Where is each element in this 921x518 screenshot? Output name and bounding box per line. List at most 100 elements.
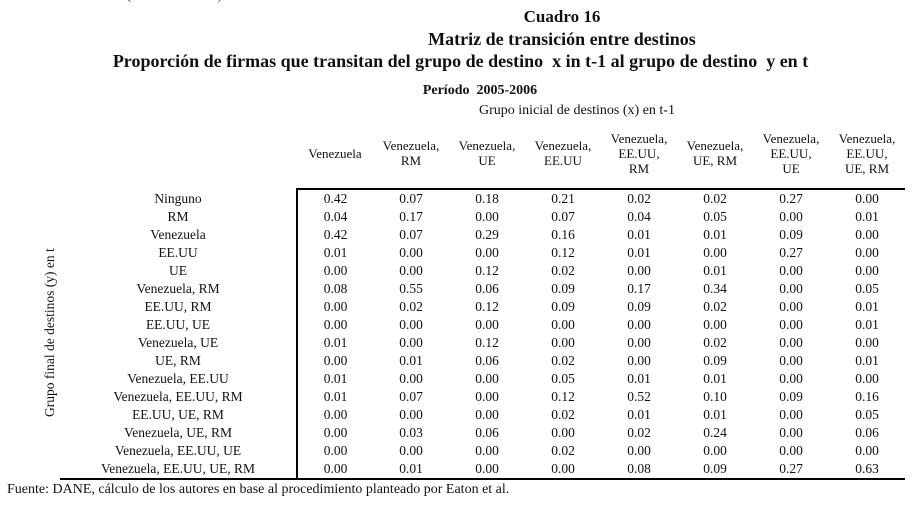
cell-value: 0.00 — [627, 317, 651, 332]
row-label: Venezuela, UE, RM — [124, 425, 232, 440]
cell-value: 0.01 — [703, 227, 727, 242]
cell-value: 0.07 — [373, 188, 449, 208]
table-row: Venezuela, RM 0.08 0.55 0.06 0.09 0.17 0.34 0.0… — [60, 280, 905, 298]
clipped-text-fragment: ( ) — [126, 0, 224, 4]
period-label: Período 2005-2006 — [422, 83, 538, 98]
cell-value: 0.63 — [829, 460, 905, 480]
cell-value: 0.01 — [296, 370, 373, 388]
cell-value: 0.55 — [399, 281, 423, 296]
column-header-line: UE — [478, 153, 496, 168]
cell-value: 0.00 — [399, 407, 423, 422]
cell-value: 0.00 — [399, 317, 423, 332]
cell-value: 0.09 — [551, 281, 575, 296]
table-row: Venezuela, EE.UU, RM 0.01 0.07 0.00 0.12 0.52… — [60, 388, 905, 406]
cell-value: 0.02 — [627, 425, 651, 440]
cell-value: 0.01 — [627, 227, 651, 242]
cell-value: 0.52 — [627, 389, 651, 404]
cell-value: 0.05 — [855, 407, 879, 422]
cell-value: 0.12 — [551, 389, 575, 404]
cell-value: 0.05 — [551, 371, 575, 386]
row-label: UE — [169, 263, 187, 278]
cell-value: 0.01 — [627, 245, 651, 260]
cell-value: 0.12 — [475, 335, 499, 350]
cell-value: 0.09 — [627, 299, 651, 314]
cell-value: 0.00 — [475, 407, 499, 422]
cell-value: 0.00 — [779, 443, 803, 458]
cell-value: 0.00 — [296, 460, 373, 480]
row-label: EE.UU, RM — [144, 299, 212, 314]
cell-value: 0.27 — [779, 245, 803, 260]
row-label: Venezuela, EE.UU, UE — [114, 443, 242, 458]
cell-value: 0.00 — [779, 407, 803, 422]
column-header-line: Venezuela, — [686, 138, 744, 153]
row-label: Venezuela, EE.UU, UE, RM — [60, 460, 297, 480]
column-header: Venezuela, EE.UU, RM — [601, 118, 677, 189]
table-row: Venezuela, EE.UU, UE 0.00 0.00 0.00 0.02 0.00… — [60, 442, 905, 460]
table-subtitle: Proporción de firmas que transitan del g… — [112, 51, 809, 71]
cell-value: 0.17 — [627, 281, 651, 296]
cell-value: 0.00 — [475, 389, 499, 404]
cell-value: 0.29 — [475, 227, 499, 242]
cell-value: 0.01 — [855, 209, 879, 224]
cell-value: 0.09 — [703, 353, 727, 368]
cell-value: 0.00 — [627, 335, 651, 350]
row-label: UE, RM — [155, 353, 201, 368]
column-header: Venezuela — [297, 118, 373, 189]
column-header-line: EE.UU, — [770, 145, 812, 161]
table-row: Venezuela 0.42 0.07 0.29 0.16 0.01 0.01 0.09 0.0… — [60, 226, 905, 244]
cell-value: 0.27 — [753, 188, 829, 208]
source-note: Fuente: DANE, cálculo de los autores en … — [7, 482, 510, 497]
row-label: EE.UU — [158, 245, 198, 260]
column-header-line: EE.UU — [544, 153, 582, 168]
cell-value: 0.00 — [475, 371, 499, 386]
cell-value: 0.00 — [703, 317, 727, 332]
table-row: UE, RM 0.00 0.01 0.06 0.02 0.00 0.09 0.00 0.01 — [60, 352, 905, 370]
cell-value: 0.42 — [296, 188, 373, 208]
cell-value: 0.09 — [677, 460, 753, 480]
cell-value: 0.04 — [627, 209, 651, 224]
cell-value: 0.03 — [399, 425, 423, 440]
cell-value: 0.01 — [373, 460, 449, 480]
table-row: Venezuela, EE.UU, UE, RM 0.00 0.01 0.00 0.00… — [60, 460, 905, 480]
row-label: RM — [167, 209, 189, 224]
table-body: Ninguno 0.42 0.07 0.18 0.21 0.02 0.02 0.27 0.00 R… — [60, 188, 905, 480]
cell-value: 0.00 — [296, 352, 373, 370]
cell-value: 0.34 — [703, 281, 727, 296]
table-row: Venezuela, EE.UU 0.01 0.00 0.00 0.05 0.01 0.01… — [60, 370, 905, 388]
row-label: EE.UU, UE, RM — [132, 407, 224, 422]
column-header-line: Venezuela, — [610, 130, 668, 146]
cell-value: 0.02 — [551, 263, 575, 278]
cell-value: 0.00 — [779, 371, 803, 386]
cell-value: 0.02 — [601, 188, 677, 208]
cell-value: 0.05 — [855, 281, 879, 296]
transition-matrix-table: Venezuela Venezuela, RM Venezuela, UE Venezue… — [60, 118, 905, 480]
cell-value: 0.06 — [475, 353, 499, 368]
cell-value: 0.00 — [779, 335, 803, 350]
table-row: EE.UU, UE 0.00 0.00 0.00 0.00 0.00 0.00 0.00 0.0… — [60, 316, 905, 334]
cell-value: 0.01 — [703, 371, 727, 386]
table-row: Venezuela, UE, RM 0.00 0.03 0.06 0.00 0.02 0.2… — [60, 424, 905, 442]
column-header: Venezuela, EE.UU, UE — [753, 118, 829, 189]
cell-value: 0.01 — [703, 263, 727, 278]
cell-value: 0.06 — [855, 425, 879, 440]
column-header-line: Venezuela, — [382, 138, 440, 153]
row-label: Venezuela, EE.UU — [127, 371, 229, 386]
column-header-line: RM — [628, 160, 650, 176]
column-header-line: Venezuela — [308, 145, 362, 161]
cell-value: 0.09 — [779, 389, 803, 404]
cell-value: 0.12 — [551, 245, 575, 260]
cell-value: 0.16 — [551, 227, 575, 242]
column-header: Venezuela, EE.UU, UE, RM — [829, 118, 905, 189]
cell-value: 0.00 — [829, 188, 905, 208]
cell-value: 0.02 — [551, 443, 575, 458]
cell-value: 0.02 — [703, 335, 727, 350]
cell-value: 0.00 — [779, 425, 803, 440]
column-header: Venezuela, EE.UU — [525, 118, 601, 189]
cell-value: 0.01 — [855, 317, 879, 332]
header-row: Venezuela Venezuela, RM Venezuela, UE Venezue… — [60, 118, 905, 189]
cell-value: 0.00 — [779, 263, 803, 278]
cell-value: 0.42 — [296, 226, 373, 244]
cell-value: 0.00 — [475, 317, 499, 332]
cell-value: 0.01 — [627, 407, 651, 422]
